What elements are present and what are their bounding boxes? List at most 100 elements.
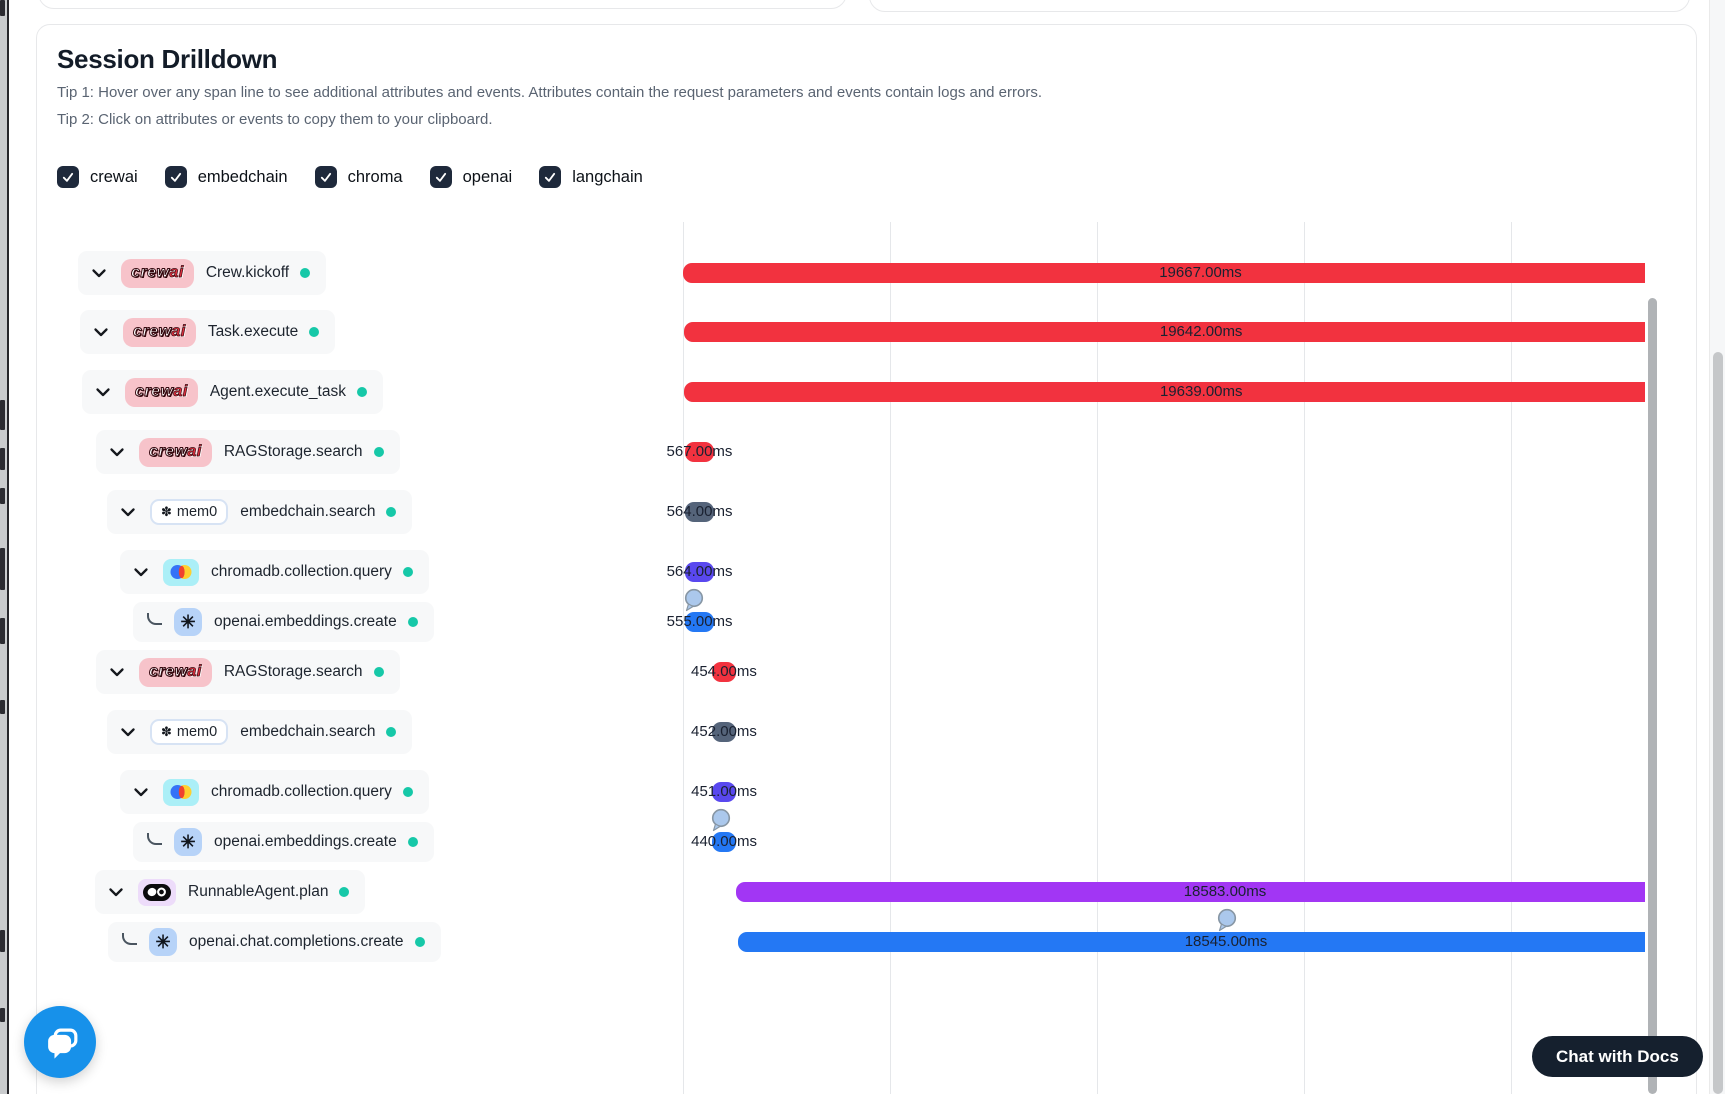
- crewai-logo-icon: crew ai: [125, 377, 198, 407]
- status-dot: [402, 567, 413, 577]
- span-duration-bar-RunnableAgent.plan[interactable]: [735, 882, 1645, 902]
- gridline: [1511, 222, 1512, 1094]
- span-duration-bar-Crew.kickoff[interactable]: [683, 263, 1645, 283]
- span-duration-bar-Agent.execute_task[interactable]: [684, 382, 1645, 402]
- gridline: [1304, 222, 1305, 1094]
- tip-1-text: Tip 1: Hover over any span line to see a…: [57, 84, 1043, 101]
- span-row-RunnableAgent.plan[interactable]: RunnableAgent.plan: [95, 870, 366, 914]
- span-name-label: openai.chat.completions.create: [189, 933, 404, 950]
- span-name-label: chromadb.collection.query: [211, 783, 392, 800]
- status-dot: [414, 937, 425, 947]
- span-row-Agent.execute_task[interactable]: crew ai Agent.execute_task: [82, 370, 383, 414]
- span-duration-bar-chromadb.collection.query[interactable]: [684, 562, 715, 582]
- status-dot: [407, 617, 418, 627]
- span-name-label: RAGStorage.search: [223, 663, 363, 680]
- chat-with-docs-button[interactable]: Chat with Docs: [1532, 1036, 1703, 1077]
- span-duration-bar-embedchain.search[interactable]: [712, 722, 736, 742]
- span-row-embedchain.search[interactable]: ✽ mem0 embedchain.search: [107, 710, 413, 754]
- span-name-label: Crew.kickoff: [205, 264, 290, 281]
- filter-checkbox-embedchain[interactable]: [164, 166, 187, 188]
- event-bubble-icon[interactable]: [682, 588, 705, 612]
- span-row-RAGStorage.search[interactable]: crew ai RAGStorage.search: [96, 430, 400, 474]
- filter-checkbox-langchain[interactable]: [539, 166, 562, 188]
- status-dot: [386, 507, 397, 517]
- span-duration-bar-RAGStorage.search[interactable]: [711, 662, 736, 682]
- span-duration-bar-openai.embeddings.create[interactable]: [684, 612, 715, 632]
- span-name-label: RunnableAgent.plan: [188, 883, 329, 900]
- span-duration-label: 564.00ms: [666, 563, 733, 580]
- tree-elbow-connector-icon: [147, 612, 162, 625]
- span-duration-label: 555.00ms: [666, 613, 733, 630]
- mem0-logo-icon: ✽ mem0: [150, 719, 229, 745]
- tip-2-text: Tip 2: Click on attributes or events to …: [57, 111, 493, 128]
- gridline: [1097, 222, 1098, 1094]
- status-dot: [386, 727, 397, 737]
- span-row-chromadb.collection.query[interactable]: chromadb.collection.query: [120, 770, 429, 814]
- span-duration-label: 19667.00ms: [1159, 264, 1242, 281]
- chroma-logo-icon: [163, 778, 199, 806]
- gridline: [890, 222, 891, 1094]
- cropped-content-fragment: [0, 700, 5, 714]
- span-duration-bar-openai.chat.completions.create[interactable]: [737, 932, 1645, 952]
- span-row-chromadb.collection.query[interactable]: chromadb.collection.query: [120, 550, 429, 594]
- status-dot: [373, 447, 384, 457]
- chevron-down-icon[interactable]: [132, 783, 150, 801]
- span-row-embedchain.search[interactable]: ✽ mem0 embedchain.search: [107, 490, 413, 534]
- cropped-content-fragment: [0, 400, 5, 430]
- span-duration-bar-RAGStorage.search[interactable]: [684, 442, 715, 462]
- span-duration-bar-openai.embeddings.create[interactable]: [712, 832, 736, 852]
- span-name-label: RAGStorage.search: [223, 443, 363, 460]
- span-name-label: Agent.execute_task: [209, 383, 346, 400]
- chevron-down-icon[interactable]: [94, 383, 112, 401]
- span-row-openai.embeddings.create[interactable]: ✳ openai.embeddings.create: [133, 822, 434, 862]
- chat-widget-button[interactable]: [24, 1006, 96, 1078]
- cropped-content-fragment: [0, 1008, 5, 1022]
- timeline-scrollbar-thumb[interactable]: [1648, 298, 1657, 1094]
- span-duration-label: 452.00ms: [691, 723, 757, 740]
- page-title: Session Drilldown: [57, 44, 278, 74]
- tree-elbow-connector-icon: [122, 932, 137, 945]
- span-row-openai.chat.completions.create[interactable]: ✳ openai.chat.completions.create: [108, 922, 441, 962]
- chevron-down-icon[interactable]: [119, 503, 137, 521]
- event-bubble-icon[interactable]: [1215, 908, 1238, 932]
- openai-logo-icon: ✳: [174, 828, 202, 856]
- span-duration-bar-embedchain.search[interactable]: [684, 502, 715, 522]
- cropped-left-panel: [0, 0, 9, 1094]
- checkmark-icon: [435, 172, 446, 182]
- chevron-down-icon[interactable]: [119, 723, 137, 741]
- filter-label: crewai: [90, 167, 138, 186]
- status-dot: [373, 667, 384, 677]
- span-row-Crew.kickoff[interactable]: crew ai Crew.kickoff: [78, 251, 327, 295]
- chevron-down-icon[interactable]: [92, 323, 110, 341]
- filter-checkbox-openai[interactable]: [429, 166, 452, 188]
- chevron-down-icon[interactable]: [108, 443, 126, 461]
- span-name-label: embedchain.search: [240, 503, 376, 520]
- span-duration-bar-chromadb.collection.query[interactable]: [712, 782, 736, 802]
- page-scrollbar-thumb[interactable]: [1713, 352, 1723, 1094]
- cropped-content-fragment: [0, 930, 5, 952]
- span-name-label: openai.embeddings.create: [214, 613, 397, 630]
- mem0-logo-icon: ✽ mem0: [150, 499, 229, 525]
- event-bubble-icon[interactable]: [709, 808, 732, 832]
- span-row-RAGStorage.search[interactable]: crew ai RAGStorage.search: [96, 650, 400, 694]
- chroma-logo-icon: [163, 558, 199, 586]
- span-row-openai.embeddings.create[interactable]: ✳ openai.embeddings.create: [133, 602, 434, 642]
- span-duration-label: 451.00ms: [691, 783, 757, 800]
- chevron-down-icon[interactable]: [132, 563, 150, 581]
- chevron-down-icon[interactable]: [108, 663, 126, 681]
- openai-logo-icon: ✳: [149, 928, 177, 956]
- span-name-label: embedchain.search: [240, 723, 376, 740]
- span-duration-bar-Task.execute[interactable]: [684, 322, 1645, 342]
- filter-item-openai: openai: [429, 166, 512, 188]
- filter-checkbox-chroma[interactable]: [314, 166, 337, 188]
- filter-checkbox-crewai[interactable]: [57, 166, 79, 188]
- filter-item-langchain: langchain: [539, 166, 643, 188]
- filter-item-chroma: chroma: [314, 166, 403, 188]
- status-dot: [300, 268, 311, 278]
- crewai-logo-icon: crew ai: [123, 317, 196, 347]
- chevron-down-icon[interactable]: [107, 883, 125, 901]
- span-row-Task.execute[interactable]: crew ai Task.execute: [80, 310, 336, 354]
- span-name-label: Task.execute: [207, 323, 299, 340]
- chevron-down-icon[interactable]: [90, 264, 108, 282]
